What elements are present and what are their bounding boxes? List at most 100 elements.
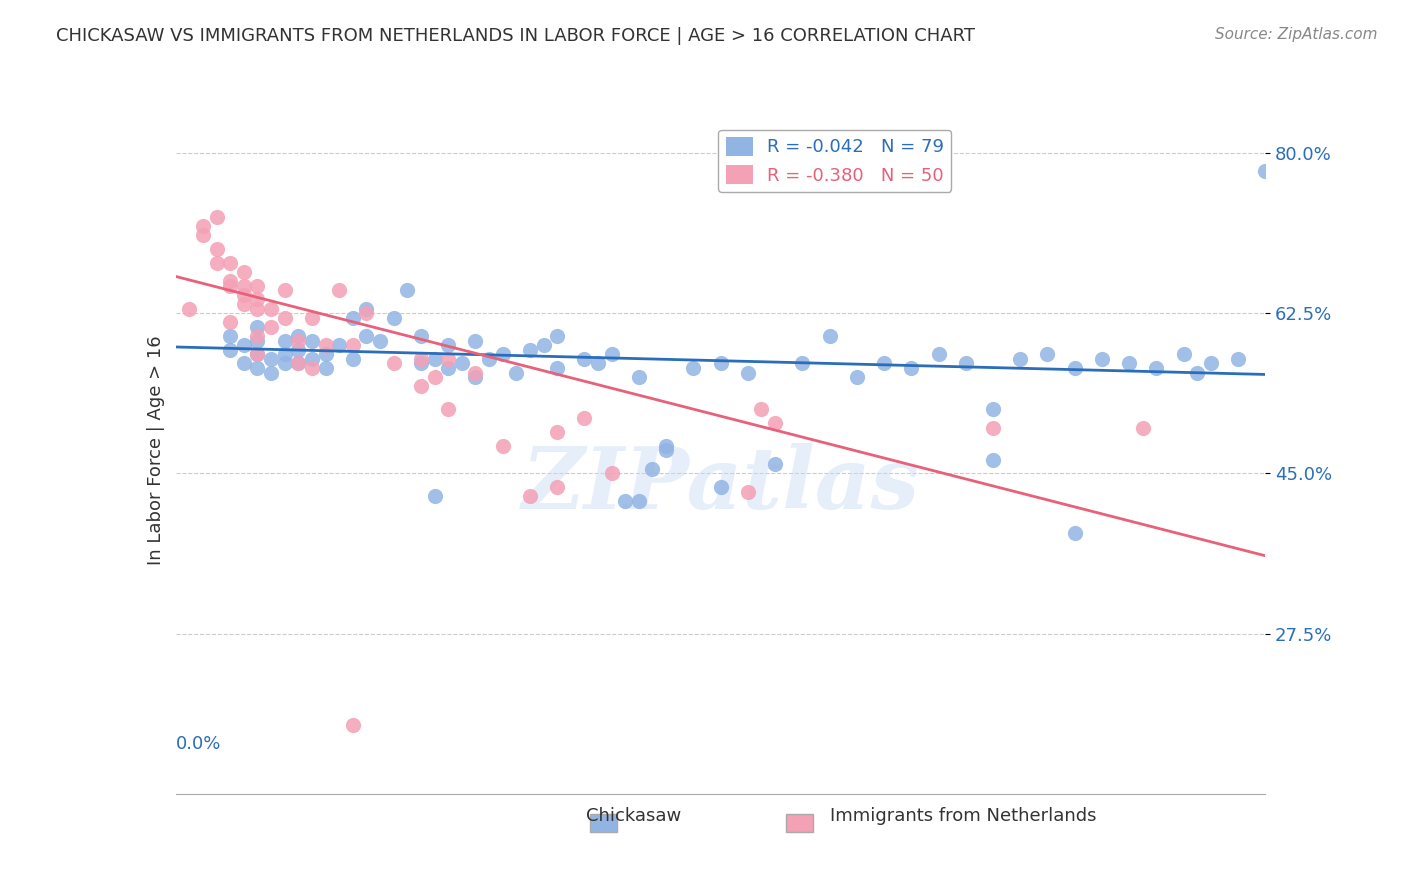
Point bbox=[205, 242, 228, 256]
FancyBboxPatch shape bbox=[591, 814, 617, 831]
Point bbox=[533, 338, 555, 352]
Point bbox=[763, 416, 786, 430]
Point bbox=[492, 439, 515, 453]
Point bbox=[574, 351, 596, 366]
Point bbox=[981, 452, 1004, 467]
Point bbox=[219, 329, 242, 343]
Point bbox=[382, 310, 405, 325]
Point bbox=[546, 480, 568, 494]
Point bbox=[737, 484, 759, 499]
Point bbox=[328, 338, 350, 352]
Point bbox=[928, 347, 950, 361]
Point bbox=[423, 370, 446, 384]
Point bbox=[1036, 347, 1059, 361]
Point bbox=[409, 351, 432, 366]
Point bbox=[342, 351, 364, 366]
Point bbox=[232, 287, 254, 301]
Point bbox=[845, 370, 868, 384]
Point bbox=[1091, 351, 1114, 366]
Point bbox=[955, 356, 977, 370]
Point bbox=[423, 489, 446, 503]
Point bbox=[274, 283, 297, 297]
Point bbox=[356, 329, 378, 343]
Point bbox=[274, 310, 297, 325]
Point bbox=[737, 366, 759, 380]
Point bbox=[260, 351, 283, 366]
Point bbox=[246, 278, 269, 293]
Point bbox=[1187, 366, 1209, 380]
Point bbox=[792, 356, 814, 370]
Point bbox=[682, 361, 704, 376]
Point bbox=[519, 343, 541, 357]
Point bbox=[900, 361, 922, 376]
Point bbox=[246, 329, 269, 343]
Point bbox=[574, 411, 596, 425]
Point bbox=[301, 334, 323, 348]
Point bbox=[287, 356, 309, 370]
Point bbox=[219, 343, 242, 357]
Point bbox=[710, 480, 733, 494]
Point bbox=[614, 493, 637, 508]
FancyBboxPatch shape bbox=[786, 814, 813, 831]
Legend: R = -0.042   N = 79, R = -0.380   N = 50: R = -0.042 N = 79, R = -0.380 N = 50 bbox=[718, 130, 952, 192]
Point bbox=[356, 306, 378, 320]
Point bbox=[981, 402, 1004, 417]
Point bbox=[519, 489, 541, 503]
Point bbox=[315, 347, 337, 361]
Point bbox=[287, 329, 309, 343]
Point bbox=[409, 379, 432, 393]
Point bbox=[655, 439, 678, 453]
Point bbox=[287, 334, 309, 348]
Point bbox=[232, 278, 254, 293]
Point bbox=[873, 356, 896, 370]
Point bbox=[287, 343, 309, 357]
Point bbox=[301, 310, 323, 325]
Point bbox=[1132, 420, 1154, 434]
Point bbox=[450, 356, 472, 370]
Point bbox=[641, 462, 664, 476]
Point bbox=[655, 443, 678, 458]
Point bbox=[191, 228, 214, 243]
Point bbox=[246, 319, 269, 334]
Y-axis label: In Labor Force | Age > 16: In Labor Force | Age > 16 bbox=[146, 335, 165, 566]
Point bbox=[586, 356, 609, 370]
Point bbox=[246, 334, 269, 348]
Point bbox=[627, 370, 650, 384]
Point bbox=[274, 334, 297, 348]
Point bbox=[751, 402, 773, 417]
Point bbox=[492, 347, 515, 361]
Point bbox=[1173, 347, 1195, 361]
Point bbox=[505, 366, 527, 380]
Point bbox=[179, 301, 201, 316]
Point bbox=[409, 329, 432, 343]
Point bbox=[546, 425, 568, 439]
Point bbox=[437, 361, 460, 376]
Point bbox=[627, 493, 650, 508]
Text: 0.0%: 0.0% bbox=[176, 736, 221, 754]
Text: CHICKASAW VS IMMIGRANTS FROM NETHERLANDS IN LABOR FORCE | AGE > 16 CORRELATION C: CHICKASAW VS IMMIGRANTS FROM NETHERLANDS… bbox=[56, 27, 976, 45]
Point bbox=[232, 265, 254, 279]
Point bbox=[818, 329, 841, 343]
Point bbox=[546, 329, 568, 343]
Point bbox=[1118, 356, 1140, 370]
Point bbox=[437, 402, 460, 417]
Point bbox=[342, 718, 364, 732]
Point bbox=[396, 283, 419, 297]
Point bbox=[1144, 361, 1167, 376]
Point bbox=[219, 256, 242, 270]
Point bbox=[423, 351, 446, 366]
Point bbox=[246, 293, 269, 307]
Point bbox=[246, 301, 269, 316]
Point bbox=[1227, 351, 1250, 366]
Point bbox=[478, 351, 501, 366]
Point bbox=[219, 315, 242, 329]
Point bbox=[287, 356, 309, 370]
Point bbox=[1254, 164, 1277, 178]
Text: Chickasaw: Chickasaw bbox=[586, 807, 681, 825]
Point bbox=[232, 356, 254, 370]
Point bbox=[464, 334, 486, 348]
Point bbox=[232, 338, 254, 352]
Point bbox=[1063, 361, 1085, 376]
Point bbox=[342, 310, 364, 325]
Point bbox=[246, 361, 269, 376]
